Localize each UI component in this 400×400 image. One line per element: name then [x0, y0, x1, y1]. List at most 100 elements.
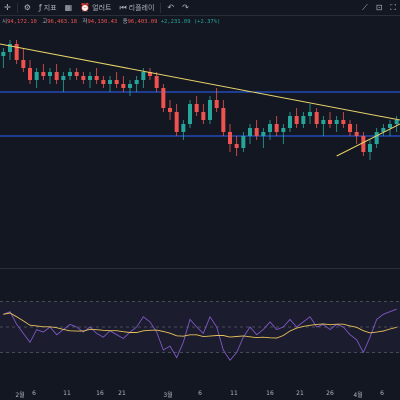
candle-body	[61, 76, 66, 80]
low-value: 94,130.43	[87, 19, 118, 25]
layout-icon: ▦	[64, 3, 73, 12]
candle-body	[168, 108, 172, 112]
open-value: 94,172.10	[7, 19, 37, 25]
close-label: 종	[122, 19, 128, 25]
candle-body	[194, 104, 199, 112]
candle-body	[188, 104, 192, 124]
expand-icon: ⊡	[375, 3, 383, 12]
indicators-label: 지표	[43, 3, 57, 12]
time-axis-label: 3월	[163, 392, 173, 399]
rsi-ma-line	[3, 312, 397, 339]
candle-body	[101, 80, 106, 84]
candle-body	[341, 120, 346, 124]
candle-body	[68, 72, 72, 76]
time-axis-label: 11	[230, 390, 238, 397]
crosshair-button[interactable]: ✛	[0, 0, 15, 15]
candle-body	[41, 72, 46, 76]
candle-body	[268, 124, 272, 132]
candle-body	[374, 132, 379, 144]
candle-body	[181, 124, 186, 132]
candle-body	[368, 144, 372, 152]
candle-body	[28, 68, 32, 80]
pane-separator	[0, 268, 400, 269]
toolbar-separator	[16, 2, 18, 13]
candle-body	[121, 84, 126, 88]
candle-body	[301, 116, 306, 124]
candle-body	[34, 72, 39, 80]
candle-body	[134, 80, 139, 84]
chart-settings-button[interactable]: ⚙	[20, 0, 35, 15]
candle-body	[214, 100, 219, 108]
candle-body	[8, 44, 12, 52]
candle-body	[21, 60, 26, 68]
candle-body	[174, 112, 179, 132]
candle-body	[128, 84, 132, 88]
time-axis-label: 2월	[15, 392, 25, 399]
candle-body	[381, 128, 386, 132]
candle-body	[154, 76, 159, 88]
time-axis-label: 16	[96, 390, 104, 397]
time-axis-label: 26	[326, 390, 334, 397]
close-value: 96,403.09	[127, 19, 158, 25]
alarm-icon: ⏰	[80, 3, 91, 12]
candle-body	[81, 76, 86, 80]
ohlc-legend: 시94,172.10 고96,463.18 저94,130.43 종96,403…	[0, 17, 400, 27]
candle-body	[354, 132, 359, 136]
crosshair-icon: ✛	[4, 3, 11, 12]
candle-body	[394, 120, 399, 124]
replay-button[interactable]: ⏮ 리플레이	[115, 0, 158, 15]
alert-label: 얼러트	[92, 3, 112, 12]
candle-body	[108, 80, 112, 84]
open-label: 시	[2, 19, 8, 25]
candle-body	[1, 52, 6, 56]
high-label: 고	[42, 19, 48, 25]
undo-button[interactable]: ↶	[163, 0, 178, 15]
change-value: +2,231.09 (+2.37%)	[160, 19, 221, 25]
draw-button[interactable]: ⟋	[358, 0, 372, 15]
fullscreen-icon: ⛶	[390, 3, 396, 12]
candle-body	[201, 112, 206, 120]
candle-body	[388, 124, 392, 128]
time-axis: 2월 6 11 16 21 3월 6 11 16 21 26 4월 6	[0, 388, 400, 400]
sliders-icon: ⚙	[23, 3, 31, 12]
indicators-button[interactable]: ƒ 지표	[35, 0, 61, 15]
candle-body	[114, 80, 119, 84]
undo-icon: ↶	[167, 3, 175, 12]
candle-body	[208, 100, 212, 120]
candle-body	[248, 128, 252, 136]
candle-body	[228, 132, 232, 144]
time-axis-label: 4월	[353, 392, 363, 399]
candle-body	[241, 136, 246, 148]
low-label: 저	[82, 19, 88, 25]
candle-body	[288, 116, 292, 128]
candle-body	[314, 112, 319, 124]
candle-body	[254, 128, 259, 136]
redo-icon: ↷	[182, 3, 189, 12]
candle-body	[221, 108, 226, 132]
time-axis-label: 6	[32, 390, 36, 397]
candle-body	[348, 124, 352, 132]
candle-body	[234, 144, 239, 148]
draw-icon: ⟋	[362, 3, 368, 12]
time-axis-label: 21	[296, 390, 304, 397]
alert-button[interactable]: ⏰ 얼러트	[76, 0, 115, 15]
expand-button[interactable]: ⊡	[372, 0, 387, 15]
high-value: 96,463.18	[47, 19, 78, 25]
candle-body	[274, 124, 279, 132]
time-axis-label: 6	[380, 390, 384, 397]
candle-body	[14, 44, 19, 60]
redo-button[interactable]: ↷	[178, 0, 193, 15]
candle-body	[261, 132, 266, 136]
indicators-icon: ƒ	[38, 3, 42, 12]
rsi-chart[interactable]	[0, 270, 400, 386]
fullscreen-button[interactable]: ⛶	[386, 0, 400, 15]
candle-body	[148, 72, 152, 76]
price-chart[interactable]	[0, 28, 400, 193]
candle-body	[54, 72, 59, 80]
candle-body	[48, 72, 52, 76]
replay-label: 리플레이	[128, 3, 155, 12]
candle-body	[294, 116, 299, 124]
layout-button[interactable]: ▦	[61, 0, 77, 15]
trendline	[0, 43, 400, 121]
candle-body	[161, 88, 166, 108]
